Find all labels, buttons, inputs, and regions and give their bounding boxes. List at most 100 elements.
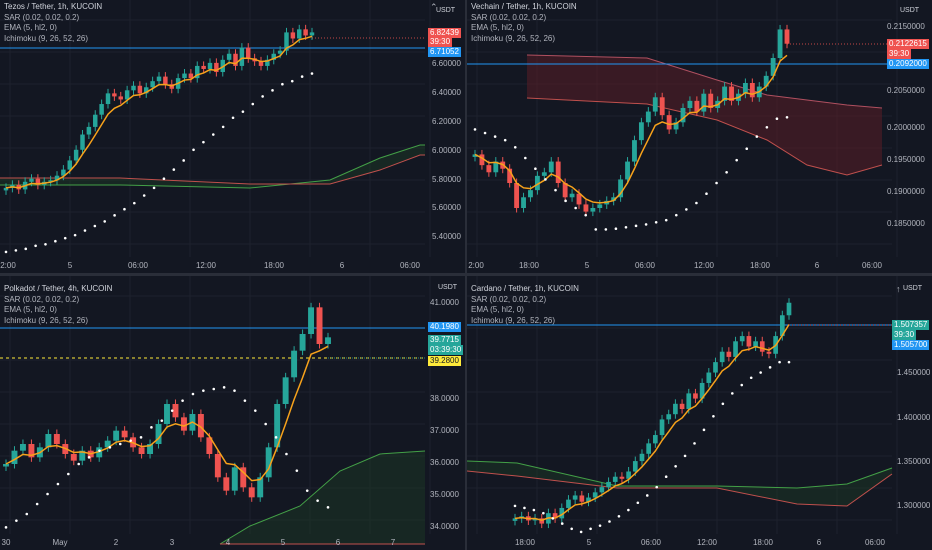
x-tick: 18:00	[518, 261, 540, 270]
chart-pane-vechain[interactable]: Vechain / Tether, 1h, KUCOIN SAR (0.02, …	[467, 0, 932, 273]
candle-body	[290, 32, 296, 39]
x-tick: 18:00	[263, 261, 285, 270]
y-tick: 35.0000	[430, 490, 459, 499]
sar-dot	[211, 133, 215, 136]
countdown-tag: 03:39:30	[428, 345, 464, 355]
candle-body	[303, 29, 308, 36]
ichimoku-span-a	[0, 144, 425, 189]
candle-body	[786, 302, 792, 316]
candle-body	[265, 59, 270, 66]
reference-price-tag: 1.505700	[892, 340, 930, 350]
indicator-ichimoku-label[interactable]: Ichimoku (9, 26, 52, 26)	[471, 33, 556, 43]
sar-dot	[542, 511, 545, 515]
x-tick: 6	[339, 261, 345, 270]
chart-plot-cardano[interactable]	[467, 276, 932, 550]
x-tick: 5	[586, 538, 592, 547]
sar-dot	[655, 485, 659, 489]
sar-dot	[712, 414, 715, 418]
candle-body	[3, 187, 9, 191]
sar-dot	[25, 512, 29, 516]
sar-dot	[685, 208, 688, 211]
indicator-sar-label[interactable]: SAR (0.02, 0.02, 0.2)	[4, 12, 80, 22]
x-tick: 06:00	[640, 538, 662, 547]
y-tick: 1.300000	[897, 501, 931, 510]
y-tick: 1.350000	[897, 457, 931, 466]
sar-dot	[523, 506, 526, 510]
candle-body	[308, 307, 315, 334]
candle-body	[131, 85, 136, 91]
x-tick: 18:00	[752, 538, 774, 547]
sar-dot	[162, 177, 166, 181]
horizontal-divider[interactable]	[0, 273, 932, 276]
y-tick: 0.1850000	[887, 219, 925, 228]
candle-body	[626, 471, 631, 479]
y-tick: 1.450000	[897, 368, 931, 377]
chart-plot-tezos[interactable]	[0, 0, 465, 273]
y-tick: 5.80000	[432, 175, 461, 184]
candle-body	[673, 122, 679, 130]
chart-plot-vechain[interactable]	[467, 0, 932, 273]
ichimoku-span-b	[467, 470, 893, 507]
x-tick: 06:00	[127, 261, 149, 270]
candle-body	[722, 86, 728, 101]
symbol-title[interactable]: Polkadot / Tether, 4h, KUCOIN	[4, 284, 113, 293]
chart-pane-cardano[interactable]: Cardano / Tether, 1h, KUCOIN SAR (0.02, …	[467, 276, 932, 550]
indicator-ema-label[interactable]: EMA (5, hl2, 0)	[471, 305, 524, 314]
candle-body	[493, 161, 499, 173]
sar-dot	[493, 135, 497, 138]
sar-dot	[775, 117, 779, 121]
y-tick: 0.2150000	[887, 22, 925, 31]
sar-dot	[702, 428, 706, 432]
indicator-sar-label[interactable]: SAR (0.02, 0.02, 0.2)	[471, 12, 547, 22]
sar-dot	[683, 454, 687, 458]
currency-label[interactable]: USDT	[438, 284, 458, 291]
indicator-ichimoku-label[interactable]: Ichimoku (9, 26, 52, 26)	[471, 315, 556, 325]
indicator-ichimoku-label[interactable]: Ichimoku (9, 26, 52, 26)	[4, 33, 89, 43]
sar-dot	[614, 227, 618, 231]
candle-body	[45, 434, 52, 448]
indicator-sar-label[interactable]: SAR (0.02, 0.02, 0.2)	[4, 294, 80, 304]
chart-legend: Cardano / Tether, 1h, KUCOIN SAR (0.02, …	[471, 284, 579, 326]
sar-dot	[594, 228, 598, 231]
sar-dot	[725, 170, 728, 174]
menu-icon[interactable]: ⌃	[430, 2, 438, 12]
sar-dot	[300, 75, 304, 78]
sar-dot	[222, 386, 226, 389]
candle-body	[138, 447, 145, 454]
candle-body	[265, 447, 272, 478]
sar-dot	[113, 214, 116, 217]
sar-dot	[584, 213, 588, 217]
candle-body	[507, 168, 513, 183]
symbol-title[interactable]: Tezos / Tether, 1h, KUCOIN	[4, 2, 103, 11]
sar-dot	[271, 89, 274, 92]
chart-plot-polkadot[interactable]	[0, 276, 465, 550]
symbol-title[interactable]: Vechain / Tether, 1h, KUCOIN	[471, 2, 577, 11]
x-tick: 5	[280, 538, 286, 547]
indicator-ema-label[interactable]: EMA (5, hl2, 0)	[4, 305, 57, 314]
menu-icon[interactable]: ↑	[896, 284, 901, 294]
sar-dot	[560, 522, 564, 525]
candle-body	[659, 97, 665, 116]
sar-dot	[4, 526, 8, 529]
indicator-ema-label[interactable]: EMA (5, hl2, 0)	[471, 23, 524, 32]
sar-dot	[63, 236, 67, 240]
sar-dot	[77, 462, 81, 466]
symbol-title[interactable]: Cardano / Tether, 1h, KUCOIN	[471, 284, 579, 293]
candle-body	[79, 450, 86, 461]
candle-body	[201, 65, 206, 69]
y-tick: 0.1950000	[887, 155, 925, 164]
indicator-ichimoku-label[interactable]: Ichimoku (9, 26, 52, 26)	[4, 315, 89, 325]
chart-pane-polkadot[interactable]: Polkadot / Tether, 4h, KUCOIN SAR (0.02,…	[0, 276, 465, 550]
candle-body	[559, 507, 565, 519]
currency-label[interactable]: USDT	[900, 7, 920, 14]
candle-body	[93, 114, 98, 127]
x-tick: 30	[1, 538, 11, 547]
chart-pane-tezos[interactable]: Tezos / Tether, 1h, KUCOIN SAR (0.02, 0.…	[0, 0, 465, 273]
candle-body	[231, 467, 238, 491]
currency-label[interactable]: USDT	[436, 7, 456, 14]
currency-label[interactable]: USDT	[903, 285, 923, 292]
sar-dot	[181, 399, 184, 402]
indicator-sar-label[interactable]: SAR (0.02, 0.02, 0.2)	[471, 294, 547, 304]
indicator-ema-label[interactable]: EMA (5, hl2, 0)	[4, 23, 57, 32]
x-tick: 5	[584, 261, 590, 270]
